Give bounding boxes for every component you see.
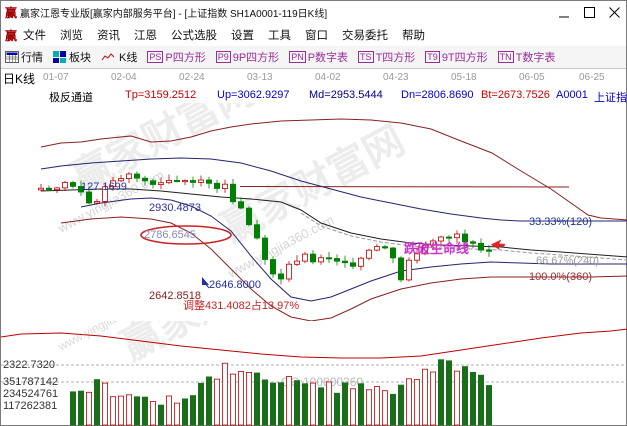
svg-text:127.1699: 127.1699 [81, 181, 127, 193]
svg-text:2786.6545: 2786.6545 [144, 229, 196, 241]
svg-text:351787142: 351787142 [3, 376, 58, 388]
svg-text:QQ:100800360: QQ:100800360 [281, 375, 363, 389]
svg-text:2930.4873: 2930.4873 [149, 202, 201, 214]
svg-text:100.0%(360): 100.0%(360) [529, 271, 592, 283]
svg-text:2646.8000: 2646.8000 [209, 279, 261, 291]
svg-text:66.67%(240): 66.67%(240) [536, 255, 599, 267]
svg-text:调整431.4082占13.97%: 调整431.4082占13.97% [183, 298, 299, 312]
svg-text:117262381: 117262381 [3, 400, 57, 412]
svg-text:跌破生命线: 跌破生命线 [404, 241, 469, 256]
svg-text:2322.7320: 2322.7320 [3, 359, 55, 371]
svg-text:33.33%(120): 33.33%(120) [529, 216, 592, 228]
svg-text:234524761: 234524761 [3, 388, 58, 400]
svg-text:赢家财富网: 赢家财富网 [115, 321, 312, 369]
